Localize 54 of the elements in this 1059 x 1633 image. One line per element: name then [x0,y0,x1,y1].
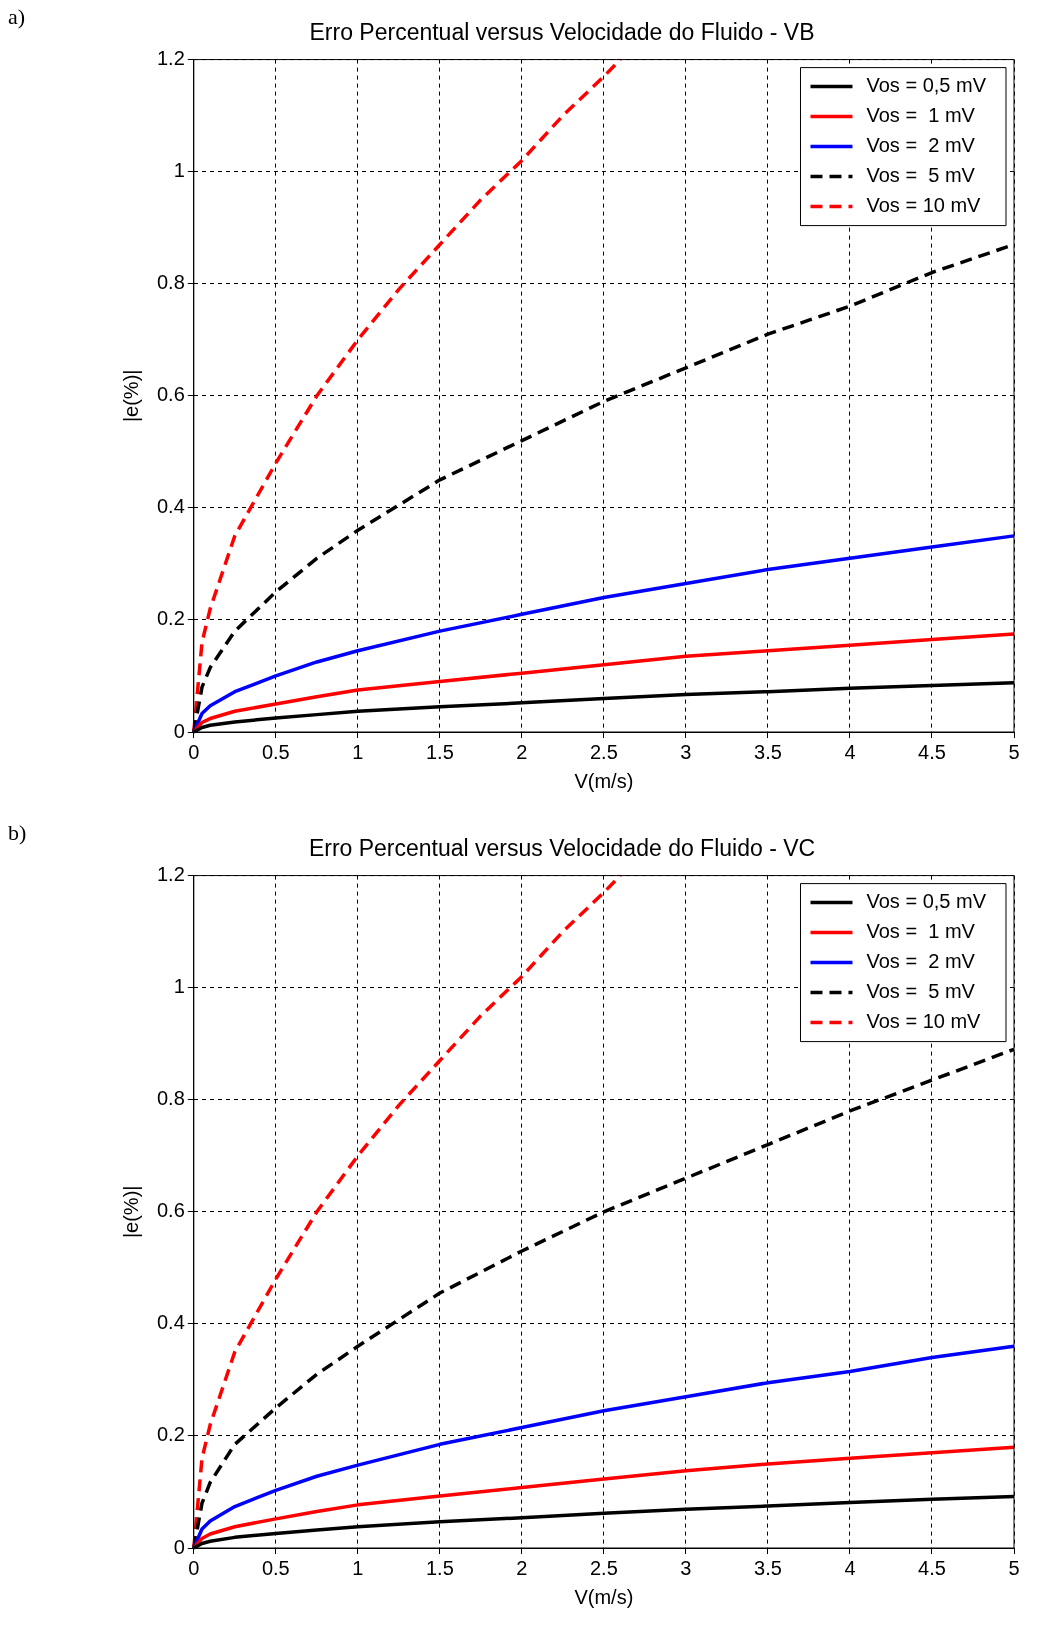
x-tick-label: 1.5 [425,740,454,763]
x-tick-label: 5 [1008,740,1020,763]
legend-label: Vos = 0,5 mV [866,74,987,97]
x-tick-label: 3.5 [754,740,782,763]
x-tick-label: 2.5 [590,1556,618,1579]
legend-label: Vos = 2 mV [866,134,976,157]
y-tick-label: 0.8 [156,1087,185,1110]
legend-label: Vos = 1 mV [866,104,976,127]
x-tick-label: 4 [844,740,856,763]
y-tick-label: 1 [173,975,185,998]
y-tick-label: 1 [173,159,185,182]
y-tick-label: 0.6 [156,1199,185,1222]
x-tick-label: 3.5 [754,1556,782,1579]
x-axis-title: V(m/s) [574,1585,634,1608]
y-tick-label: 1.2 [156,47,185,70]
x-axis-title: V(m/s) [574,769,634,792]
x-tick-label: 2 [516,1556,528,1579]
text: b) [8,820,27,846]
x-tick-label: 1 [352,1556,364,1579]
y-axis-title: |e(%)| [119,369,142,423]
chart-title: Erro Percentual versus Velocidade do Fluido - VC [308,835,816,862]
y-tick-label: 0.4 [156,495,185,518]
y-tick-label: 0.4 [156,1311,185,1334]
x-tick-label: 0.5 [261,1556,290,1579]
x-tick-label: 2 [516,740,528,763]
legend-label: Vos = 1 mV [866,920,976,943]
y-tick-label: 0.6 [156,383,185,406]
x-tick-label: 0 [188,1556,200,1579]
x-tick-label: 1 [352,740,364,763]
x-tick-label: 4 [844,1556,856,1579]
legend-label: Vos = 10 mV [866,194,982,217]
legend-label: Vos = 5 mV [866,980,976,1003]
legend-label: Vos = 0,5 mV [866,890,987,913]
y-tick-label: 0.2 [156,607,185,630]
x-tick-label: 2.5 [590,740,618,763]
x-tick-label: 1.5 [425,1556,454,1579]
y-tick-label: 0 [173,1535,185,1558]
x-tick-label: 4.5 [918,1556,946,1579]
x-tick-label: 3 [680,740,692,763]
legend-label: Vos = 5 mV [866,164,976,187]
y-tick-label: 0.2 [156,1423,185,1446]
x-tick-label: 0.5 [261,740,290,763]
x-tick-label: 4.5 [918,740,946,763]
text: a) [8,4,26,30]
x-tick-label: 3 [680,1556,692,1579]
legend-label: Vos = 2 mV [866,950,976,973]
y-tick-label: 0.8 [156,271,185,294]
y-tick-label: 0 [173,719,185,742]
legend-label: Vos = 10 mV [866,1010,982,1033]
x-tick-label: 5 [1008,1556,1020,1579]
y-axis-title: |e(%)| [119,1185,142,1239]
y-tick-label: 1.2 [156,863,185,886]
chart-title: Erro Percentual versus Velocidade do Fluido - VB [309,19,815,46]
x-tick-label: 0 [188,740,200,763]
